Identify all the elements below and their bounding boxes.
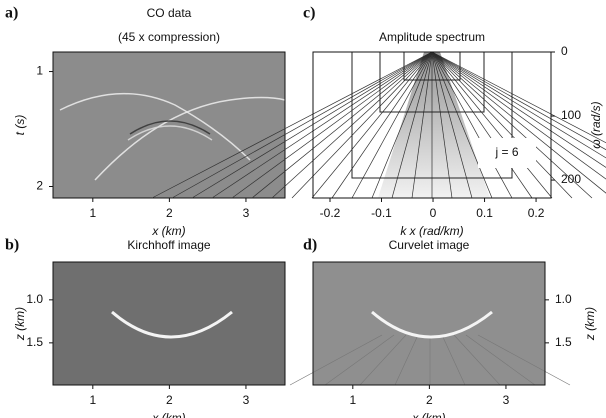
y-tick-label: 100 <box>561 108 581 122</box>
wedge-line <box>211 51 433 199</box>
wedge-line <box>231 51 433 199</box>
panel-title: Kirchhoff image <box>127 238 210 252</box>
energy <box>378 52 490 198</box>
x-axis-label: x (km) <box>411 411 445 418</box>
y-tick-label: 1 <box>36 64 43 78</box>
y-tick-label: 1.0 <box>26 292 43 306</box>
panel-subtitle: (45 x compression) <box>118 30 220 44</box>
x-tick-label: 0.2 <box>528 206 545 220</box>
x-tick-label: 1 <box>89 393 96 407</box>
seismic-events <box>59 92 286 181</box>
artifact <box>453 334 501 386</box>
wedge-line <box>431 51 606 180</box>
y-tick-label: 200 <box>561 172 581 186</box>
panel-title: Amplitude spectrum <box>379 30 485 44</box>
panel-label: b) <box>5 237 19 254</box>
x-tick-label: -0.1 <box>371 206 392 220</box>
reflector <box>111 310 233 339</box>
y-tick-label: 2 <box>36 179 43 193</box>
artifact <box>465 334 536 386</box>
x-axis-label: x (km) <box>151 411 185 418</box>
x-axis-label: k x (rad/km) <box>400 224 463 238</box>
wedge-line <box>171 51 433 199</box>
wedge-line <box>431 51 606 151</box>
wedge-line <box>431 51 573 199</box>
annotation-bg <box>478 138 536 168</box>
image-area <box>53 52 285 198</box>
x-tick-label: 3 <box>243 206 250 220</box>
artifact <box>324 334 395 386</box>
x-tick-label: 0 <box>430 206 437 220</box>
event <box>127 125 213 141</box>
y-tick-label: 1.0 <box>555 292 572 306</box>
reflector-group <box>289 310 571 386</box>
artifact <box>441 334 466 386</box>
y-tick-label: 1.5 <box>555 335 572 349</box>
panel-label: a) <box>5 5 18 22</box>
x-tick-label: -0.2 <box>320 206 341 220</box>
artifact <box>394 334 419 386</box>
wedge-line <box>311 51 433 199</box>
x-tick-label: 1 <box>89 206 96 220</box>
wedge-line <box>431 51 553 199</box>
x-tick-label: 1 <box>349 393 356 407</box>
x-tick-label: 3 <box>243 393 250 407</box>
artifact <box>359 334 407 386</box>
x-axis-label: x (km) <box>151 224 185 238</box>
image-area <box>313 262 545 385</box>
curvelet-tiling <box>151 51 606 199</box>
event <box>94 96 286 181</box>
annotation: j = 6 <box>494 145 518 159</box>
x-tick-label: 0.1 <box>476 206 493 220</box>
y-tick-label: 0 <box>561 44 568 58</box>
x-tick-label: 2 <box>166 206 173 220</box>
wedge-line <box>331 51 433 199</box>
wedge-line <box>191 51 433 199</box>
wedge-line <box>431 51 533 199</box>
y-axis-label: ω (rad/s) <box>589 101 603 148</box>
wedge-line <box>431 51 606 194</box>
x-tick-label: 2 <box>426 393 433 407</box>
panel-title: Curvelet image <box>389 238 470 252</box>
y-axis-label: t (s) <box>13 115 27 136</box>
wedge-line <box>251 51 433 199</box>
x-tick-label: 2 <box>166 393 173 407</box>
artifact <box>477 334 571 386</box>
event <box>129 120 211 135</box>
image-area <box>53 262 285 385</box>
x-tick-label: 3 <box>503 393 510 407</box>
y-axis-label: z (km) <box>583 307 597 341</box>
wedge-line <box>151 51 433 199</box>
panel-label: c) <box>303 5 315 22</box>
wedge-line <box>431 51 606 159</box>
panel-label: d) <box>303 237 317 254</box>
y-tick-label: 1.5 <box>26 335 43 349</box>
y-axis-label: z (km) <box>13 307 27 341</box>
artifact <box>289 334 383 386</box>
event <box>59 92 251 161</box>
panel-title: CO data <box>147 6 192 20</box>
frame <box>312 51 552 199</box>
wedge-line <box>291 51 433 199</box>
reflector <box>371 310 493 339</box>
wedge-line <box>431 51 606 168</box>
wedge-line <box>431 51 606 144</box>
